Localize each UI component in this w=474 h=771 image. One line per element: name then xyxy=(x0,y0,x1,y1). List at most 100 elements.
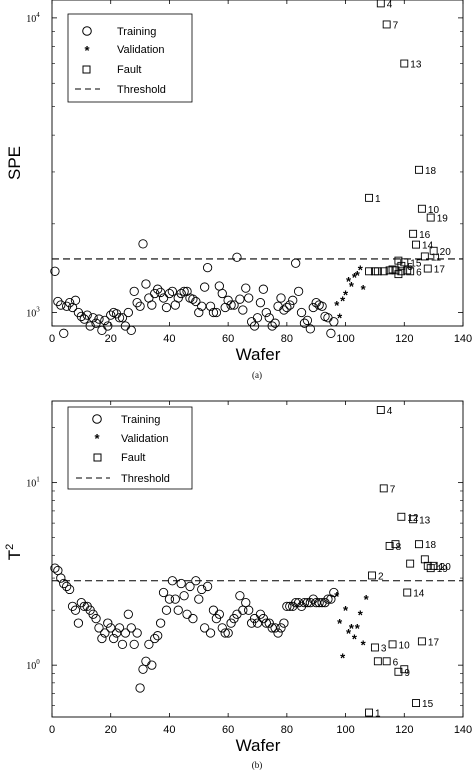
fault-point-label: 5 xyxy=(407,262,413,273)
chart-b-ylabel: T2 xyxy=(4,544,24,561)
fault-point xyxy=(420,555,429,564)
training-point xyxy=(197,584,207,595)
validation-point: * xyxy=(358,607,364,622)
training-point xyxy=(323,313,333,323)
training-point xyxy=(129,639,139,650)
training-point xyxy=(308,302,318,313)
chart-a-legend: Training * Validation Fault Threshold xyxy=(67,13,193,103)
training-point xyxy=(106,310,116,320)
fault-point xyxy=(429,561,438,570)
fault-point xyxy=(409,229,418,238)
chart-b-frame xyxy=(51,400,464,718)
training-point xyxy=(205,628,216,638)
chart-b-marks: *********** xyxy=(50,406,438,717)
training-point xyxy=(123,307,133,318)
chart-b-legend-box xyxy=(67,406,193,490)
training-point xyxy=(153,284,163,294)
fault-point-label: 10 xyxy=(399,640,411,651)
validation-point: * xyxy=(334,298,340,313)
y-tick-label: 100 xyxy=(26,658,40,672)
training-point xyxy=(299,318,310,328)
x-tick-label: 100 xyxy=(336,333,354,345)
fault-point xyxy=(376,0,385,8)
chart-b-ylabel-sup: 2 xyxy=(4,544,16,550)
fault-point xyxy=(394,256,403,265)
training-point xyxy=(138,664,148,674)
validation-point: * xyxy=(340,293,346,308)
fault-point-label: 1 xyxy=(375,194,381,205)
fault-point-label: 8 xyxy=(396,542,402,553)
legend-a-fault-label: Fault xyxy=(117,64,141,76)
fault-point xyxy=(409,515,418,524)
validation-point: * xyxy=(343,603,349,618)
training-point xyxy=(323,594,333,604)
training-point xyxy=(109,633,119,644)
validation-point: * xyxy=(337,311,343,326)
validation-point: * xyxy=(361,637,367,652)
validation-point: * xyxy=(349,621,355,636)
fault-point xyxy=(406,559,415,568)
x-tick-label: 140 xyxy=(454,724,472,736)
training-point xyxy=(147,300,157,310)
training-point xyxy=(208,307,219,318)
training-point xyxy=(76,598,87,608)
legend-a-fault-marker xyxy=(82,65,91,74)
fault-point xyxy=(415,165,423,174)
training-point xyxy=(117,639,128,650)
training-point xyxy=(249,321,260,331)
training-point xyxy=(100,315,110,326)
training-point xyxy=(217,288,227,299)
fault-point xyxy=(365,267,374,276)
fault-point-label: 17 xyxy=(428,637,440,648)
training-point xyxy=(279,618,289,628)
fault-point xyxy=(397,267,406,276)
training-point xyxy=(50,266,60,276)
fault-point xyxy=(385,266,394,275)
training-point xyxy=(114,623,125,633)
fault-point xyxy=(403,266,412,275)
training-point xyxy=(132,628,142,638)
fault-point xyxy=(417,637,426,646)
training-point xyxy=(261,307,271,318)
chart-a-legend-box xyxy=(67,13,193,103)
training-point xyxy=(62,581,72,592)
training-point xyxy=(252,313,263,323)
x-tick-label: 20 xyxy=(105,333,117,345)
training-point xyxy=(62,301,72,311)
training-point xyxy=(188,613,198,624)
validation-point: * xyxy=(343,288,349,303)
fault-point xyxy=(400,59,409,68)
legend-a-threshold-label: Threshold xyxy=(117,84,166,96)
training-point xyxy=(276,623,286,633)
fault-point xyxy=(385,541,394,550)
training-point xyxy=(282,302,292,313)
fault-point-label: 4 xyxy=(387,0,393,10)
legend-b-validation-marker: * xyxy=(94,431,100,446)
training-point xyxy=(264,313,274,323)
y-tick-label: 103 xyxy=(26,306,40,320)
training-point xyxy=(138,239,148,249)
training-point xyxy=(85,321,95,331)
legend-a-validation-label: Validation xyxy=(117,44,165,56)
training-point xyxy=(176,578,186,589)
fault-point xyxy=(388,640,397,649)
training-point xyxy=(103,321,113,331)
training-point xyxy=(135,301,145,311)
x-tick-label: 0 xyxy=(49,333,55,345)
validation-point: * xyxy=(340,651,346,666)
fault-point xyxy=(379,484,388,493)
fault-point xyxy=(397,512,406,521)
fault-point-label: 11 xyxy=(431,252,442,263)
fault-point xyxy=(429,246,438,255)
training-point xyxy=(314,598,324,608)
training-point xyxy=(117,313,128,323)
training-point xyxy=(226,618,236,628)
training-point xyxy=(141,279,151,289)
chart-a-xlabel: Wafer xyxy=(236,345,281,364)
training-point xyxy=(223,295,233,305)
fault-point-label: 20 xyxy=(440,247,452,258)
fault-point-label: 19 xyxy=(437,564,449,575)
x-tick-label: 0 xyxy=(49,724,55,736)
